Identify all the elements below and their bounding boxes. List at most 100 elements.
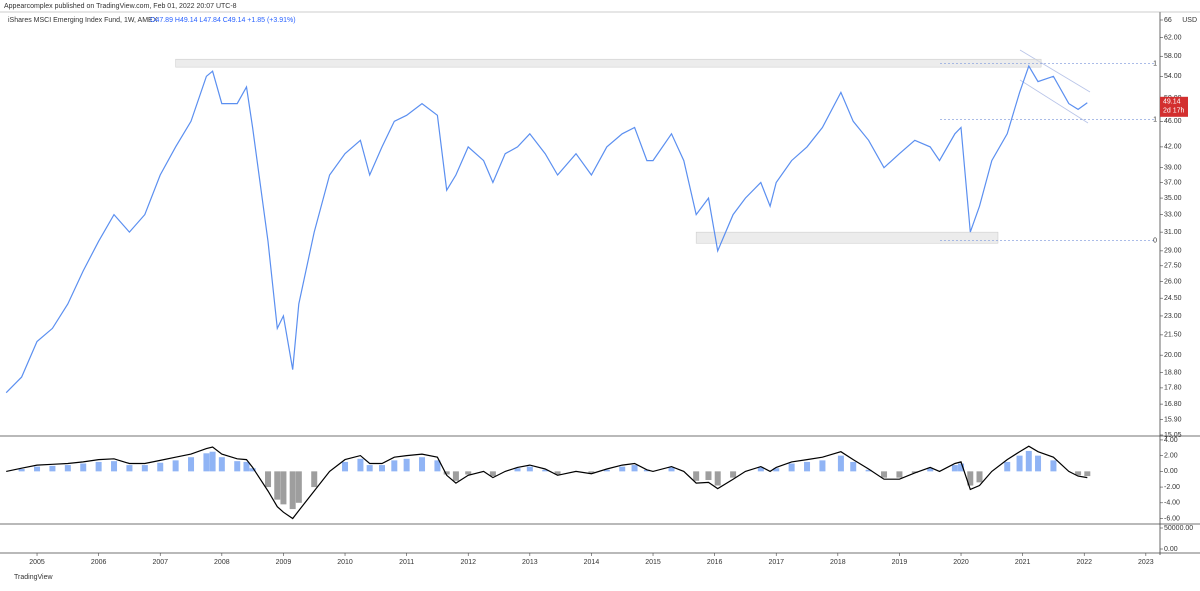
histogram-bar xyxy=(526,466,533,472)
histogram-bar xyxy=(342,461,349,472)
histogram-bar xyxy=(1004,461,1011,472)
histogram-bar xyxy=(542,469,549,472)
histogram-bar xyxy=(603,469,610,472)
legend: iShares MSCI Emerging Index Fund, 1W, AM… xyxy=(8,17,158,24)
price-tag-value: 49.14 xyxy=(1163,99,1181,106)
histogram-bar xyxy=(705,471,712,480)
histogram-bar xyxy=(911,471,918,473)
histogram-bar xyxy=(788,463,795,472)
level-label: 1 xyxy=(1153,116,1157,123)
histogram-bar xyxy=(668,467,675,472)
x-tick-label: 2014 xyxy=(584,559,600,566)
x-tick-label: 2006 xyxy=(91,559,107,566)
histogram-bar xyxy=(311,471,318,488)
histogram-bar xyxy=(452,471,459,481)
histogram-bar xyxy=(18,469,25,472)
x-tick-label: 2009 xyxy=(276,559,292,566)
y-tick-label: 20.00 xyxy=(1164,352,1182,359)
price-tag xyxy=(1160,96,1188,117)
y-tick-label: 35.00 xyxy=(1164,195,1182,202)
zone xyxy=(695,231,999,244)
histogram-bar xyxy=(157,462,164,472)
histogram-bar xyxy=(265,471,272,488)
y-tick-label: 46.00 xyxy=(1164,118,1182,125)
histogram-bar xyxy=(95,461,102,472)
x-tick-label: 2008 xyxy=(214,559,230,566)
histogram-bar xyxy=(588,471,595,473)
y-tick-label: 4.00 xyxy=(1164,437,1178,444)
histogram-bar xyxy=(209,451,216,472)
histogram-bar xyxy=(631,465,638,472)
y-tick-label: 27.50 xyxy=(1164,263,1182,270)
histogram-bar xyxy=(465,471,472,475)
y-tick-label: 50000.00 xyxy=(1164,525,1193,532)
histogram-bar xyxy=(234,461,241,472)
y-tick-label: 15.05 xyxy=(1164,432,1182,439)
y-tick-label: 66 xyxy=(1164,17,1172,24)
histogram-bar xyxy=(249,468,256,472)
histogram-bar xyxy=(773,468,780,472)
histogram-bar xyxy=(141,465,148,472)
x-tick-label: 2021 xyxy=(1015,559,1031,566)
y-tick-label: 39.00 xyxy=(1164,165,1182,172)
histogram-bar xyxy=(1084,471,1091,477)
macd-line xyxy=(6,445,1088,520)
histogram-bar xyxy=(419,457,426,472)
y-tick-label: 58.00 xyxy=(1164,53,1182,60)
x-tick-label: 2005 xyxy=(29,559,45,566)
x-tick-label: 2022 xyxy=(1076,559,1092,566)
histogram-bar xyxy=(434,460,441,472)
x-tick-label: 2020 xyxy=(953,559,969,566)
level-label: 0 xyxy=(1153,237,1157,244)
histogram-bar xyxy=(34,466,41,472)
y-tick-label: 0.00 xyxy=(1164,546,1178,553)
histogram-bar xyxy=(126,465,133,472)
histogram-bar xyxy=(172,460,179,472)
y-tick-label: 42.00 xyxy=(1164,144,1182,151)
y-tick-label: 37.00 xyxy=(1164,179,1182,186)
y-tick-label: 2.00 xyxy=(1164,452,1178,459)
histogram-bar xyxy=(619,466,626,472)
histogram-bar xyxy=(366,465,373,472)
y-tick-label: 18.80 xyxy=(1164,369,1182,376)
histogram-bar xyxy=(976,471,983,483)
histogram-bar xyxy=(243,461,250,472)
histogram-bar xyxy=(757,467,764,472)
x-tick-label: 2019 xyxy=(892,559,908,566)
histogram-bar xyxy=(958,463,965,472)
histogram-bar xyxy=(80,463,87,472)
histogram-bar xyxy=(1075,471,1082,476)
y-tick-label: 16.80 xyxy=(1164,401,1182,408)
histogram-bar xyxy=(951,465,958,472)
histogram-bar xyxy=(295,471,302,503)
histogram-bar xyxy=(514,468,521,472)
histogram-bar xyxy=(391,460,398,472)
histogram-bar xyxy=(203,453,210,472)
price-tag-countdown: 2d 17h xyxy=(1163,108,1185,115)
price-line xyxy=(5,64,1088,394)
histogram-bar xyxy=(274,471,281,500)
zone xyxy=(175,58,1042,68)
histogram-bar xyxy=(289,471,296,510)
histogram-bar xyxy=(1016,455,1023,472)
histogram-bar xyxy=(357,458,364,472)
x-tick-label: 2010 xyxy=(337,559,353,566)
x-tick-label: 2016 xyxy=(707,559,723,566)
histogram-bar xyxy=(218,457,225,472)
histogram-bar xyxy=(881,471,888,478)
y-tick-label: 26.00 xyxy=(1164,278,1182,285)
histogram-bar xyxy=(730,471,737,478)
y-tick-label: 31.00 xyxy=(1164,229,1182,236)
histogram-bar xyxy=(896,471,903,478)
histogram-bar xyxy=(714,471,721,486)
x-tick-label: 2013 xyxy=(522,559,538,566)
x-tick-label: 2011 xyxy=(399,559,414,566)
x-tick-label: 2015 xyxy=(645,559,661,566)
y-tick-label: 21.50 xyxy=(1164,332,1182,339)
histogram-bar xyxy=(64,465,71,472)
histogram-bar xyxy=(280,471,287,505)
y-tick-label: 17.80 xyxy=(1164,385,1182,392)
channel-line xyxy=(1019,49,1091,93)
